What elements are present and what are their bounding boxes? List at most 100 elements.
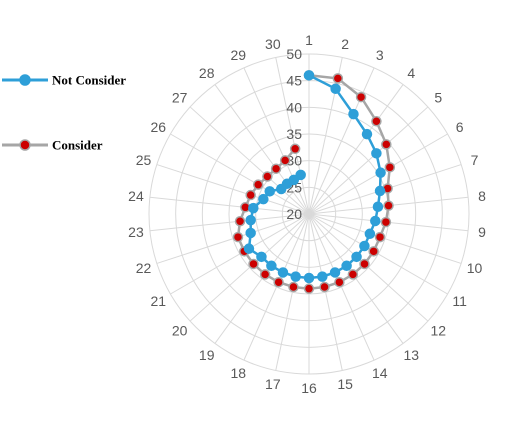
- category-label: 24: [128, 188, 144, 204]
- data-point: [258, 193, 269, 205]
- category-label: 30: [265, 36, 281, 52]
- grid-spoke: [275, 57, 310, 215]
- data-point: [273, 276, 284, 288]
- legend-marker: [19, 74, 31, 86]
- data-point: [319, 281, 330, 293]
- category-label: 18: [230, 365, 246, 381]
- data-point: [303, 272, 315, 284]
- tick-label: 50: [286, 46, 302, 62]
- data-point: [270, 163, 282, 174]
- grid-spoke: [243, 213, 310, 361]
- tick-label: 30: [286, 153, 302, 169]
- category-label: 5: [434, 90, 442, 106]
- legend-marker: [19, 139, 31, 151]
- data-point: [245, 214, 256, 226]
- grid-spoke: [308, 213, 375, 361]
- data-point: [341, 260, 352, 272]
- legend: Not Consider Consider: [2, 73, 126, 153]
- category-label: 6: [456, 119, 464, 135]
- category-label: 1: [305, 32, 313, 48]
- data-point: [381, 139, 392, 150]
- data-point: [347, 269, 359, 280]
- grid-spoke: [308, 213, 429, 322]
- data-point: [259, 269, 271, 280]
- grid-spoke: [308, 84, 404, 215]
- category-label: 2: [341, 36, 349, 52]
- category-label: 25: [136, 152, 152, 168]
- data-point: [371, 148, 382, 159]
- data-point: [332, 73, 344, 84]
- data-point: [234, 215, 246, 227]
- data-point: [248, 258, 259, 270]
- data-point: [374, 231, 386, 243]
- category-label: 14: [372, 365, 388, 381]
- data-point: [303, 283, 315, 294]
- category-label: 13: [403, 347, 419, 363]
- data-point: [330, 83, 341, 95]
- data-point: [364, 228, 376, 240]
- legend-entry: Consider: [2, 138, 103, 153]
- category-label: 15: [337, 376, 353, 392]
- data-point: [359, 240, 370, 252]
- data-point: [372, 201, 384, 213]
- tick-label: 40: [286, 99, 302, 115]
- data-point: [334, 276, 345, 288]
- data-point: [245, 227, 256, 239]
- data-point: [317, 271, 328, 282]
- legend-label: Not Consider: [52, 73, 126, 88]
- series-layer: [232, 70, 396, 294]
- data-point: [289, 143, 301, 155]
- data-point: [295, 169, 306, 181]
- grid-spoke: [156, 213, 310, 264]
- data-point: [348, 108, 359, 120]
- data-point: [370, 215, 381, 227]
- data-point: [355, 91, 367, 103]
- legend-entry: Not Consider: [2, 73, 126, 88]
- category-label: 4: [407, 65, 415, 81]
- data-point: [243, 243, 255, 254]
- grid-spoke: [189, 106, 310, 215]
- grid-spoke: [170, 213, 310, 295]
- radar-grid: [148, 53, 470, 375]
- data-point: [252, 179, 264, 190]
- data-point: [371, 115, 382, 127]
- grid-spoke: [308, 67, 375, 215]
- data-point: [288, 174, 300, 186]
- grid-spoke: [275, 213, 310, 371]
- series-consider: [232, 70, 396, 294]
- grid-spoke: [308, 106, 429, 215]
- data-point: [288, 281, 299, 293]
- data-point: [383, 200, 394, 211]
- data-point: [277, 267, 289, 278]
- data-point: [368, 246, 379, 257]
- category-label: 3: [376, 47, 384, 63]
- data-point: [329, 267, 341, 278]
- data-point: [384, 162, 396, 173]
- data-point: [290, 271, 301, 282]
- data-point: [262, 171, 273, 182]
- category-label: 9: [478, 224, 486, 240]
- tick-label: 35: [286, 126, 302, 142]
- grid-spoke: [243, 67, 310, 215]
- category-label: 22: [136, 260, 152, 276]
- category-label: 23: [128, 224, 144, 240]
- category-label: 20: [172, 322, 188, 338]
- category-label: 27: [172, 90, 188, 106]
- grid-spoke: [149, 213, 310, 232]
- category-labels: 1 234567891011121314151617181920212223242…: [128, 32, 486, 396]
- category-label: 29: [230, 47, 246, 63]
- data-point: [303, 70, 315, 81]
- grid-spoke: [308, 57, 343, 215]
- category-label: 28: [199, 65, 215, 81]
- data-point: [248, 202, 259, 214]
- data-point: [380, 216, 392, 228]
- series-not-consider: [243, 70, 386, 284]
- grid-spoke: [214, 84, 310, 215]
- grid-spoke: [149, 196, 310, 215]
- category-label: 12: [431, 322, 447, 338]
- category-label: 11: [452, 293, 467, 309]
- data-point: [232, 231, 244, 243]
- grid-spoke: [308, 213, 448, 295]
